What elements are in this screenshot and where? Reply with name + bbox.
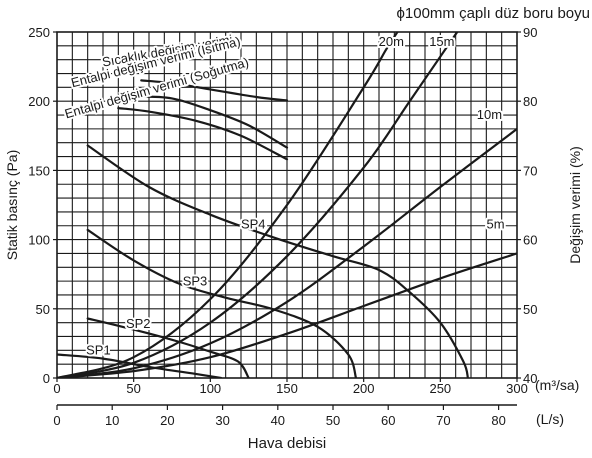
x-unit-primary: (m³/sa) [535, 377, 579, 393]
series-line [117, 107, 289, 161]
series-line [132, 95, 289, 149]
y-tick-label-right: 50 [523, 302, 537, 317]
x-tick-label-secondary: 80 [491, 413, 505, 428]
y-tick-label-right: 40 [523, 371, 537, 386]
series-line [57, 32, 399, 378]
x-axis-label: Hava debisi [248, 435, 326, 452]
x-tick-label-secondary: 70 [436, 413, 450, 428]
grid [57, 32, 517, 378]
y-tick-label-left: 50 [36, 302, 50, 317]
y-tick-label-right: 70 [523, 163, 537, 178]
series-line [86, 144, 469, 378]
x-tick-label-secondary: 60 [381, 413, 395, 428]
y-axis-label-left: Statik basınç (Pa) [4, 150, 20, 261]
series-line [86, 228, 358, 378]
y-tick-label-right: 80 [523, 94, 537, 109]
series-label: 15m [429, 34, 454, 49]
series-label: 20m [379, 34, 404, 49]
x-tick-label-primary: 50 [126, 381, 140, 396]
series-line [57, 32, 459, 378]
series-label: SP3 [183, 273, 208, 288]
curves [57, 32, 517, 378]
x-tick-label-secondary: 20 [160, 413, 174, 428]
x-unit-secondary: (L/s) [536, 411, 564, 427]
series-label: SP4 [241, 217, 266, 232]
x-tick-label-secondary: 0 [53, 413, 60, 428]
series-label: 5m [487, 217, 505, 232]
series-line [57, 353, 223, 378]
x-tick-label-primary: 300 [506, 381, 528, 396]
series-line [57, 127, 517, 378]
chart-title: ϕ100mm çaplı düz boru boyu [396, 5, 590, 22]
series-label: SP2 [126, 316, 151, 331]
y-tick-label-right: 60 [523, 233, 537, 248]
series-label: 10m [477, 107, 502, 122]
y-axis-label-right: Değişim verimi (%) [567, 146, 583, 263]
x-tick-label-secondary: 10 [105, 413, 119, 428]
x-tick-label-primary: 150 [276, 381, 298, 396]
ticks: 0 50 100 150 200 250 300 0 10 20 30 40 50 60 70 80 0 50 10… [28, 25, 537, 428]
y-tick-label-left: 0 [43, 371, 50, 386]
y-tick-label-right: 90 [523, 25, 537, 40]
x-tick-label-primary: 100 [199, 381, 221, 396]
series-label: SP1 [86, 342, 111, 357]
y-tick-label-left: 250 [28, 25, 50, 40]
y-tick-label-left: 200 [28, 94, 50, 109]
y-tick-label-left: 150 [28, 163, 50, 178]
x-tick-label-secondary: 40 [271, 413, 285, 428]
x-tick-label-primary: 250 [429, 381, 451, 396]
x-tick-label-primary: 0 [53, 381, 60, 396]
series-line [86, 317, 250, 378]
series-line [57, 252, 517, 378]
y-tick-label-left: 100 [28, 233, 50, 248]
x-tick-label-primary: 200 [353, 381, 375, 396]
x-tick-label-secondary: 30 [215, 413, 229, 428]
series-line [140, 79, 289, 102]
x-tick-label-secondary: 50 [326, 413, 340, 428]
